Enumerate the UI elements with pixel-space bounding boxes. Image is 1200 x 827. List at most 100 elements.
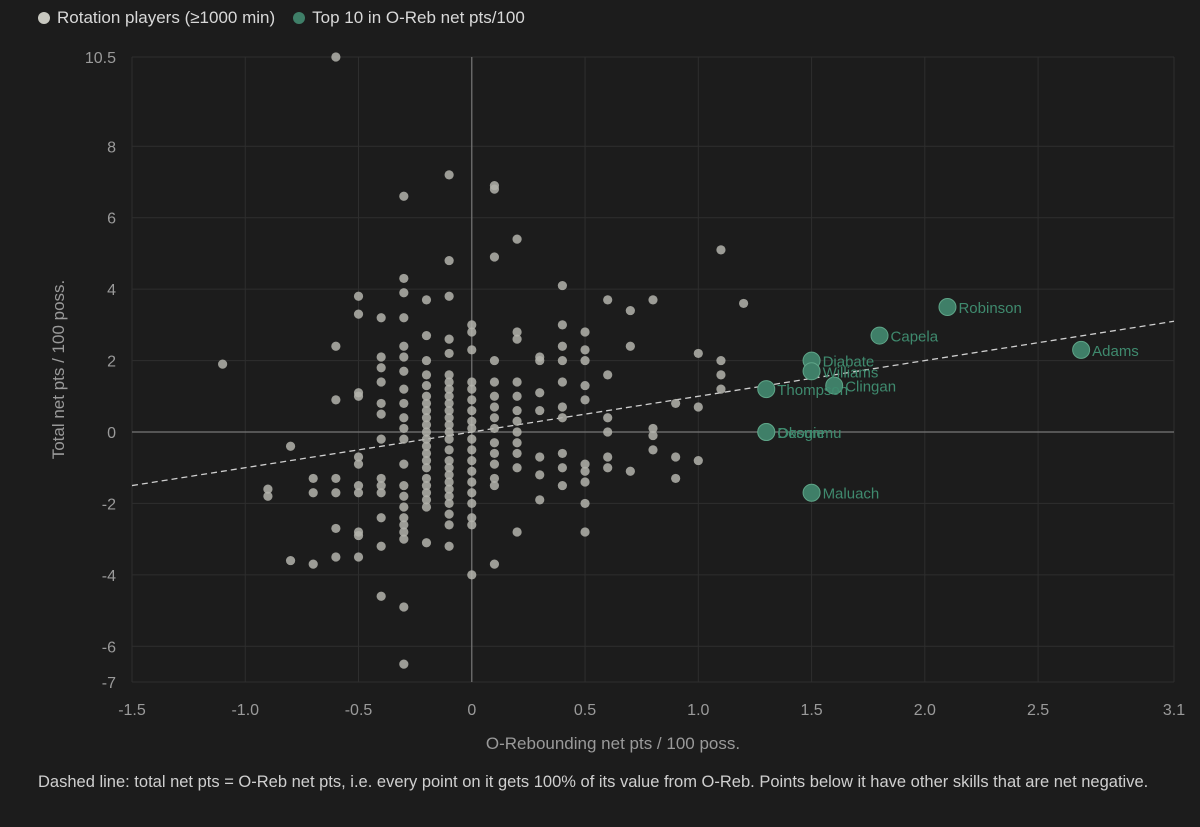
rotation-point	[512, 327, 522, 337]
rotation-point	[580, 527, 590, 537]
rotation-point	[512, 391, 522, 401]
y-tick-label: -6	[102, 639, 116, 656]
rotation-point	[421, 330, 432, 341]
rotation-point	[376, 377, 386, 387]
rotation-point	[512, 405, 522, 416]
rotation-point	[376, 480, 386, 491]
rotation-point	[444, 463, 454, 473]
rotation-point	[444, 384, 454, 394]
rotation-point	[331, 395, 341, 405]
rotation-point	[557, 448, 567, 459]
rotation-point	[399, 423, 409, 434]
rotation-point	[444, 291, 454, 301]
rotation-point	[421, 495, 432, 505]
rotation-point	[399, 602, 409, 612]
x-tick-label: 1.0	[687, 702, 709, 719]
rotation-point	[580, 477, 590, 487]
rotation-point	[444, 470, 454, 480]
rotation-point	[421, 413, 432, 423]
top-player-label: Clingan	[845, 379, 896, 396]
rotation-point	[444, 391, 454, 401]
legend: Rotation players (≥1000 min) Top 10 in O…	[38, 6, 525, 30]
rotation-point	[444, 434, 454, 444]
rotation-point	[557, 377, 567, 387]
rotation-point	[648, 423, 658, 434]
rotation-point	[444, 420, 454, 430]
rotation-point	[444, 348, 454, 359]
rotation-point	[467, 405, 477, 416]
x-tick-label: -0.5	[345, 702, 373, 719]
rotation-point	[489, 355, 500, 366]
top-player-label: Thompson	[777, 382, 848, 399]
rotation-point	[399, 659, 409, 669]
top-player-point	[802, 483, 821, 502]
rotation-point	[421, 480, 432, 491]
rotation-point	[399, 398, 409, 409]
rotation-point	[376, 409, 386, 419]
rotation-point	[535, 495, 545, 505]
rotation-point	[512, 427, 522, 437]
rotation-point	[421, 441, 432, 451]
rotation-point	[399, 513, 409, 523]
top-player-point	[802, 362, 821, 381]
rotation-point	[421, 370, 432, 380]
rotation-point	[467, 345, 477, 355]
rotation-point	[421, 295, 432, 305]
rotation-point	[444, 484, 454, 494]
rotation-point	[716, 245, 726, 255]
y-tick-label: 8	[107, 139, 116, 156]
rotation-point	[444, 455, 454, 466]
x-tick-label: -1.0	[231, 702, 259, 719]
rotation-point	[489, 459, 500, 469]
top-player-label: Adams	[1092, 343, 1139, 360]
top-player-label: Maluach	[823, 486, 880, 503]
y-tick-label: 2	[107, 354, 116, 371]
rotation-point	[557, 355, 567, 366]
rotation-point	[648, 295, 658, 305]
rotation-point	[603, 413, 613, 423]
x-tick-label: 2.5	[1027, 702, 1049, 719]
rotation-point	[693, 455, 703, 466]
rotation-point	[444, 255, 454, 266]
rotation-point	[625, 305, 635, 316]
rotation-point	[444, 405, 454, 416]
rotation-point	[512, 334, 522, 344]
rotation-point	[331, 523, 341, 534]
top-player-point	[757, 423, 776, 441]
rotation-point	[535, 452, 545, 462]
x-tick-label: 3.1	[1163, 702, 1185, 719]
rotation-point	[580, 380, 590, 391]
rotation-point	[353, 391, 364, 401]
rotation-point	[580, 327, 590, 337]
rotation-point	[421, 380, 432, 391]
rotation-point	[580, 459, 590, 469]
top-player-label: Diabate	[823, 354, 875, 371]
rotation-point	[535, 388, 545, 398]
rotation-point	[603, 295, 613, 305]
rotation-point	[399, 480, 409, 491]
rotation-point	[489, 480, 500, 491]
rotation-point	[444, 370, 454, 380]
rotation-point	[444, 170, 454, 180]
rotation-point	[467, 445, 477, 455]
x-axis-label: O-Rebounding net pts / 100 poss.	[486, 734, 740, 753]
rotation-point	[467, 423, 477, 434]
y-tick-label: -2	[102, 496, 116, 513]
rotation-point	[489, 391, 500, 401]
rotation-point	[489, 438, 500, 448]
y-tick-label: 4	[107, 282, 116, 299]
rotation-point	[331, 473, 341, 484]
rotation-point	[376, 398, 386, 409]
rotation-point	[535, 470, 545, 480]
rotation-point	[467, 570, 477, 580]
rotation-point	[467, 477, 477, 487]
rotation-point	[399, 413, 409, 423]
x-tick-label: -1.5	[118, 702, 146, 719]
rotation-point	[580, 466, 590, 476]
rotation-point	[376, 352, 386, 362]
rotation-point	[331, 52, 341, 62]
rotation-point	[399, 366, 409, 376]
rotation-point	[557, 413, 567, 423]
top-player-point	[938, 298, 957, 316]
rotation-point	[557, 463, 567, 473]
